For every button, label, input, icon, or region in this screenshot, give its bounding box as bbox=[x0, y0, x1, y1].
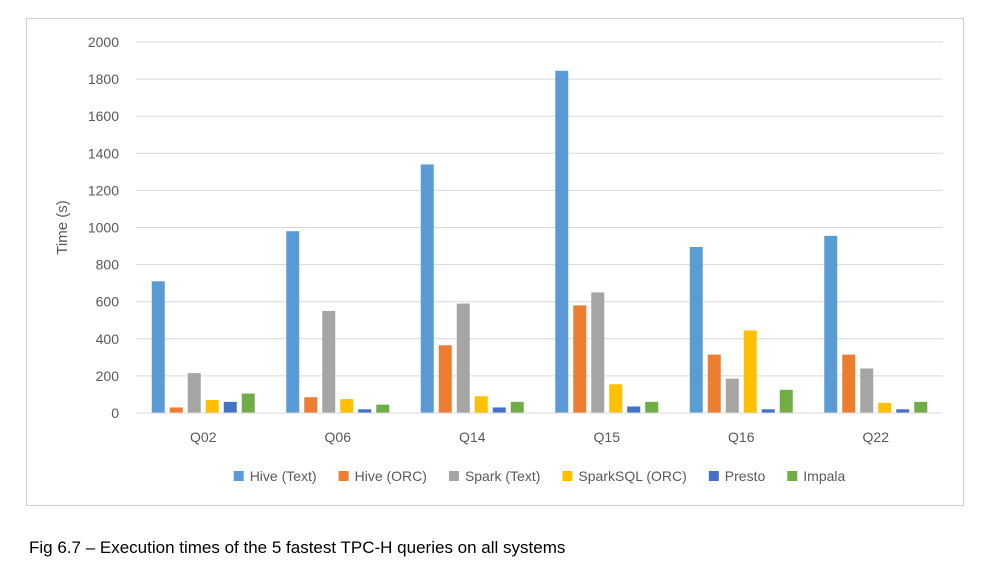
y-tick-label: 1200 bbox=[88, 182, 119, 198]
bar bbox=[456, 303, 470, 413]
legend-label: Hive (ORC) bbox=[355, 468, 427, 484]
bar bbox=[860, 368, 874, 413]
x-tick-label: Q02 bbox=[190, 429, 217, 445]
bar bbox=[340, 399, 354, 413]
legend-label: Impala bbox=[803, 468, 845, 484]
y-tick-label: 2000 bbox=[88, 34, 119, 50]
legend-swatch bbox=[708, 471, 719, 481]
x-tick-label: Q16 bbox=[728, 429, 755, 445]
bar bbox=[914, 401, 928, 413]
bar bbox=[842, 354, 856, 413]
bar bbox=[725, 378, 739, 413]
legend: Hive (Text) Hive (ORC) Spark (Text) SparkSQ… bbox=[233, 468, 846, 484]
legend-swatch bbox=[448, 471, 459, 481]
chart-frame: 0 200 400 600 800 1000 1200 1400 1600 1800 2000 Ti… bbox=[26, 18, 964, 506]
bar bbox=[223, 401, 237, 413]
legend-label: Spark (Text) bbox=[465, 468, 540, 484]
bar bbox=[609, 384, 623, 413]
bar bbox=[474, 396, 488, 413]
y-tick-label: 600 bbox=[96, 294, 120, 310]
bar bbox=[627, 406, 641, 413]
legend-swatch bbox=[562, 471, 573, 481]
x-tick-label: Q22 bbox=[863, 429, 890, 445]
bar-chart: 0 200 400 600 800 1000 1200 1400 1600 1800 2000 Ti… bbox=[54, 34, 943, 484]
bar bbox=[779, 389, 793, 413]
legend-label: Hive (Text) bbox=[250, 468, 317, 484]
bar bbox=[322, 310, 336, 413]
y-tick-label: 1000 bbox=[88, 220, 119, 236]
bars bbox=[151, 70, 928, 413]
bar bbox=[286, 231, 300, 413]
bar bbox=[645, 401, 659, 413]
bar bbox=[761, 409, 775, 413]
legend-label: SparkSQL (ORC) bbox=[578, 468, 686, 484]
bar bbox=[555, 70, 569, 413]
y-tick-labels: 0 200 400 600 800 1000 1200 1400 1600 1800 2000 bbox=[88, 34, 119, 421]
bar bbox=[896, 409, 910, 413]
bar bbox=[241, 393, 255, 413]
bar bbox=[304, 397, 318, 413]
bar bbox=[707, 354, 721, 413]
gridlines bbox=[136, 41, 943, 377]
figure-caption: Fig 6.7 – Execution times of the 5 faste… bbox=[29, 538, 566, 557]
bar bbox=[358, 409, 372, 413]
legend-label: Presto bbox=[725, 468, 766, 484]
y-tick-label: 0 bbox=[111, 405, 119, 421]
legend-swatch bbox=[233, 471, 244, 481]
bar bbox=[573, 305, 587, 413]
y-axis-title: Time (s) bbox=[54, 200, 71, 254]
bar bbox=[151, 281, 165, 413]
bar bbox=[376, 404, 390, 413]
legend-swatch bbox=[787, 471, 798, 481]
bar bbox=[510, 401, 524, 413]
y-tick-label: 1600 bbox=[88, 108, 119, 124]
bar bbox=[492, 407, 506, 413]
x-tick-label: Q14 bbox=[459, 429, 486, 445]
y-tick-label: 1400 bbox=[88, 145, 119, 161]
x-tick-label: Q06 bbox=[325, 429, 352, 445]
y-tick-label: 400 bbox=[96, 331, 120, 347]
bar bbox=[438, 345, 452, 413]
bar bbox=[591, 292, 605, 413]
bar bbox=[205, 400, 219, 413]
bar bbox=[187, 373, 201, 413]
bar bbox=[420, 164, 434, 413]
bar bbox=[824, 235, 838, 413]
x-tick-label: Q15 bbox=[594, 429, 621, 445]
y-tick-label: 200 bbox=[96, 368, 120, 384]
y-tick-label: 800 bbox=[96, 257, 120, 273]
bar bbox=[878, 402, 892, 413]
legend-swatch bbox=[338, 471, 349, 481]
y-tick-label: 1800 bbox=[88, 71, 119, 87]
bar bbox=[689, 246, 703, 413]
bar bbox=[743, 330, 757, 413]
x-tick-labels: Q02 Q06 Q14 Q15 Q16 Q22 bbox=[190, 429, 889, 445]
bar bbox=[169, 407, 183, 413]
